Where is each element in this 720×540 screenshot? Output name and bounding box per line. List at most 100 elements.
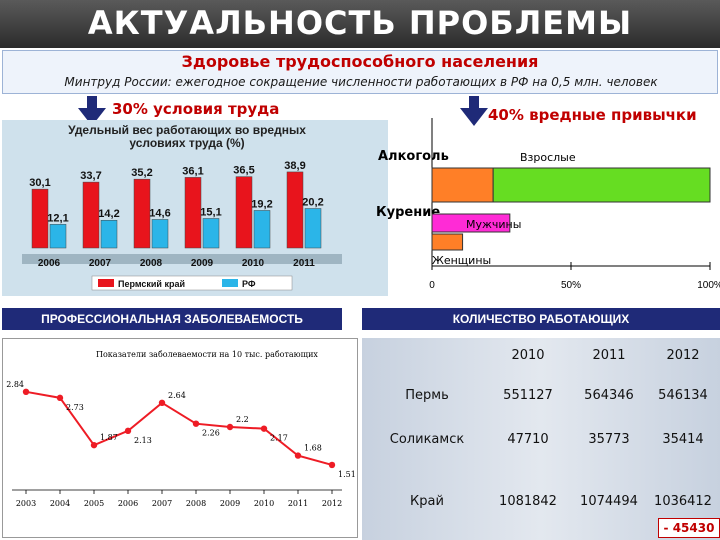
table-cell-value: 1081842 — [499, 494, 557, 509]
line-point-label: 1.68 — [304, 444, 322, 453]
workers-table — [362, 338, 720, 540]
bar-Пермский край-2010 — [235, 176, 253, 249]
habits-bar-Мужчины — [431, 213, 511, 233]
line-point-2004 — [56, 394, 64, 402]
bar-value-label: 38,9 — [284, 160, 305, 172]
bar-РФ-2006 — [49, 224, 67, 249]
line-point-label: 2.84 — [6, 380, 24, 389]
bar-Пермский край-2011 — [286, 171, 304, 249]
line-x-label: 2010 — [254, 499, 274, 508]
bar-category-label: 2006 — [38, 258, 61, 269]
bar-value-label: 20,2 — [302, 196, 323, 208]
bar-category-label: 2011 — [293, 258, 315, 269]
habits-category-alcohol: Алкоголь — [378, 149, 449, 164]
line-chart-title: Показатели заболеваемости на 10 тыс. раб… — [96, 350, 318, 359]
line-point-2006 — [124, 427, 132, 435]
bar-legend-box — [91, 275, 293, 291]
down-arrow-icon-left — [78, 96, 106, 126]
table-cell-value: 551127 — [503, 388, 553, 403]
table-row-name: Край — [410, 494, 444, 509]
habits-tick-label: 50% — [561, 280, 581, 291]
bar-value-label: 33,7 — [80, 170, 101, 182]
table-year-header: 2011 — [592, 348, 626, 363]
bar-category-label: 2008 — [140, 258, 163, 269]
line-x-label: 2011 — [288, 499, 308, 508]
table-row-name: Соликамск — [389, 432, 465, 447]
table-cell-value: 546134 — [658, 388, 708, 403]
table-row-name: Пермь — [405, 388, 449, 403]
bar-РФ-2011 — [304, 208, 322, 249]
bar-Пермский край-2007 — [82, 181, 100, 249]
bar-value-label: 14,2 — [98, 208, 119, 220]
bar-Пермский край-2009 — [184, 177, 202, 249]
info-text: Минтруд России: ежегодное сокращение чис… — [64, 75, 658, 89]
habits-chart: Алкоголь Курение Взрослые Мужчины Женщины 0 50… — [376, 118, 720, 291]
line-x-label: 2012 — [322, 499, 342, 508]
legend-label-rf: РФ — [242, 279, 256, 289]
bar-РФ-2007 — [100, 219, 118, 249]
line-x-label: 2003 — [16, 499, 36, 508]
line-point-label: 2.73 — [66, 403, 84, 412]
table-cell-value: 1036412 — [654, 494, 712, 509]
line-point-2011 — [294, 452, 302, 459]
line-point-label: 2.2 — [236, 415, 249, 424]
line-chart-panel — [2, 338, 358, 538]
habits-tick-label: 0 — [429, 280, 435, 291]
line-point-label: 2.17 — [270, 434, 288, 443]
line-x-label: 2008 — [186, 499, 206, 508]
bar-value-label: 30,1 — [29, 177, 50, 189]
line-point-2012 — [328, 461, 336, 469]
line-x-label: 2004 — [50, 499, 70, 508]
bar-value-label: 36,5 — [233, 165, 254, 177]
table-change-badge: - 45430 — [658, 518, 720, 538]
line-point-2005 — [90, 441, 98, 449]
table-year-header: 2010 — [511, 348, 545, 363]
table-cell-value: 35773 — [588, 432, 630, 447]
page-subtitle: Здоровье трудоспособного населения — [181, 52, 539, 71]
legend-label-perm: Пермский край — [118, 279, 185, 289]
line-point-label: 2.13 — [134, 436, 152, 445]
label-working-conditions: 30% условия труда — [112, 100, 280, 118]
habits-tick-label: 100% — [697, 280, 720, 291]
habits-bar-Женщины — [431, 233, 464, 251]
bar-value-label: 19,2 — [251, 198, 272, 210]
line-series — [25, 390, 333, 466]
line-point-2003 — [22, 388, 30, 395]
bar-category-label: 2007 — [89, 258, 112, 269]
bar-chart: 30,1 12,1 2006 33,7 14,2 2007 35,2 14,6 2008 36,1… — [22, 160, 342, 291]
bar-value-label: 12,1 — [47, 212, 68, 224]
line-point-2007 — [158, 399, 166, 406]
table-cell-value: 564346 — [584, 388, 634, 403]
habits-category-smoking: Курение — [376, 205, 440, 220]
table-cell-value: 1074494 — [580, 494, 638, 509]
table-cell-value: 35414 — [662, 432, 704, 447]
habits-label-adults: Взрослые — [520, 151, 576, 164]
line-x-label: 2007 — [152, 499, 172, 508]
table-cell-value: 47710 — [507, 432, 549, 447]
line-point-2010 — [260, 425, 268, 432]
occupational-header: ПРОФЕССИОНАЛЬНАЯ ЗАБОЛЕВАЕМОСТЬ — [2, 308, 342, 330]
bar-value-label: 14,6 — [149, 207, 170, 219]
habits-label-women: Женщины — [432, 254, 491, 267]
line-x-label: 2005 — [84, 499, 104, 508]
bar-Пермский край-2008 — [133, 178, 151, 249]
line-point-label: 2.26 — [202, 429, 220, 438]
bar-value-label: 15,1 — [200, 206, 221, 218]
bar-chart-title: Удельный вес работающих во вредных услов… — [68, 123, 306, 150]
bar-Пермский край-2006 — [31, 188, 49, 249]
bar-category-label: 2010 — [242, 258, 265, 269]
line-point-2008 — [192, 420, 200, 427]
bar-value-label: 36,1 — [182, 165, 203, 177]
label-bad-habits: 40% вредные привычки — [488, 106, 697, 124]
down-arrow-icon-right — [460, 96, 488, 126]
line-point-2009 — [226, 423, 234, 431]
title-bar — [0, 0, 720, 48]
habits-label-men: Мужчины — [466, 218, 521, 231]
bar-value-label: 35,2 — [131, 167, 152, 179]
bar-РФ-2010 — [253, 210, 271, 249]
bar-chart-floor — [22, 254, 342, 264]
line-point-label: 1.87 — [100, 433, 118, 442]
legend-swatch-rf — [222, 279, 238, 287]
bar-РФ-2009 — [202, 218, 220, 249]
legend-swatch-perm — [98, 279, 114, 287]
